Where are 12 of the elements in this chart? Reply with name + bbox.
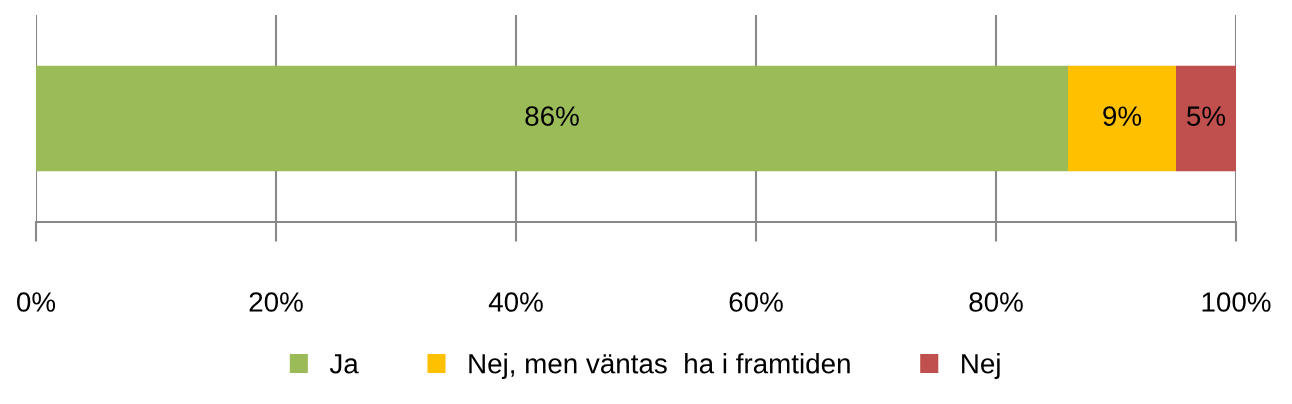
data-label: 5% <box>1187 106 1226 126</box>
legend-label: Nej, men väntas ha i framtiden <box>469 353 850 379</box>
x-tick-label: 40% <box>488 292 543 312</box>
x-tick-label: 100% <box>1202 292 1271 312</box>
x-tick-label: 80% <box>969 292 1023 312</box>
data-label: 86% <box>525 106 579 126</box>
legend-label: Nej <box>962 353 1000 379</box>
legend-label: Ja <box>329 354 359 374</box>
x-tick-label: 60% <box>729 292 783 312</box>
x-tick-label: 20% <box>249 292 303 312</box>
x-tick-label: 0% <box>17 292 56 312</box>
data-label: 9% <box>1103 106 1142 126</box>
